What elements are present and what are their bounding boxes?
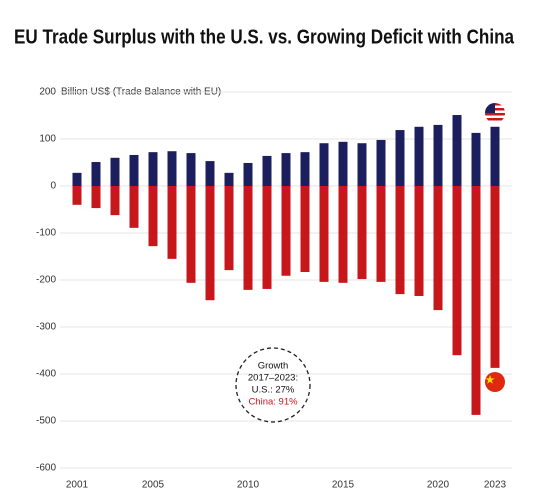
y-tick-label: -100 (36, 228, 56, 239)
bar (129, 154, 139, 186)
bar (357, 186, 367, 280)
bar (167, 151, 177, 186)
bar (414, 186, 424, 296)
bar (376, 139, 386, 186)
bar (91, 162, 101, 186)
bar (262, 186, 272, 289)
y-tick-label: -300 (36, 322, 56, 333)
bar (357, 143, 367, 186)
bar (110, 157, 120, 186)
us-flag (485, 103, 505, 123)
bar (110, 186, 120, 216)
bar (224, 186, 234, 271)
bar (243, 162, 253, 186)
y-tick-label: -400 (36, 369, 56, 380)
x-tick-label: 2010 (237, 480, 260, 491)
bar (186, 186, 196, 283)
bar (148, 186, 158, 247)
bar (224, 172, 234, 186)
annotation-circle (235, 347, 311, 423)
bar (281, 186, 291, 276)
bar (395, 186, 405, 295)
bar (72, 172, 82, 186)
bar (129, 186, 139, 228)
bar (338, 186, 348, 283)
bar (281, 153, 291, 186)
bar (205, 186, 215, 301)
plot: 200 100 0 -100 -200 -300 -400 -500 -600 2001 2005 2… (36, 87, 512, 491)
bar (319, 143, 329, 186)
bar (433, 124, 443, 186)
china-flag (485, 372, 505, 392)
bar (262, 155, 272, 186)
bar (433, 186, 443, 311)
y-tick-label: 200 (39, 87, 56, 98)
x-tick-label: 2020 (427, 480, 450, 491)
x-tick-label: 2005 (142, 480, 165, 491)
bar (243, 186, 253, 290)
annotation: China: 91% (248, 397, 298, 408)
annotation: 2017–2023: (248, 373, 298, 384)
bar (376, 186, 386, 282)
bar (452, 186, 462, 356)
bar (91, 186, 101, 209)
y-tick-label: -600 (36, 463, 56, 474)
bar (300, 152, 310, 186)
bar (490, 126, 500, 186)
bar (395, 130, 405, 186)
annotation: U.S.: 27% (252, 385, 295, 396)
x-tick-label: 2001 (66, 480, 89, 491)
bar (186, 153, 196, 186)
bar (148, 152, 158, 186)
bar (471, 132, 481, 186)
bar (319, 186, 329, 282)
y-tick-label: -500 (36, 416, 56, 427)
bar (205, 161, 215, 186)
bar (300, 186, 310, 273)
y-tick-label: 100 (39, 134, 56, 145)
chart-title: EU Trade Surplus with the U.S. vs. Growi… (14, 26, 515, 48)
y-tick-label: -200 (36, 275, 56, 286)
bar (471, 186, 481, 415)
x-tick-label: 2015 (332, 480, 355, 491)
bar (490, 186, 500, 368)
x-tick-label: 2023 (484, 480, 507, 491)
bar (414, 126, 424, 186)
bar (167, 186, 177, 259)
bar (452, 115, 462, 186)
annotation: Growth (258, 361, 289, 372)
bar (72, 186, 82, 205)
y-tick-label: 0 (50, 181, 56, 192)
bar (338, 141, 348, 186)
